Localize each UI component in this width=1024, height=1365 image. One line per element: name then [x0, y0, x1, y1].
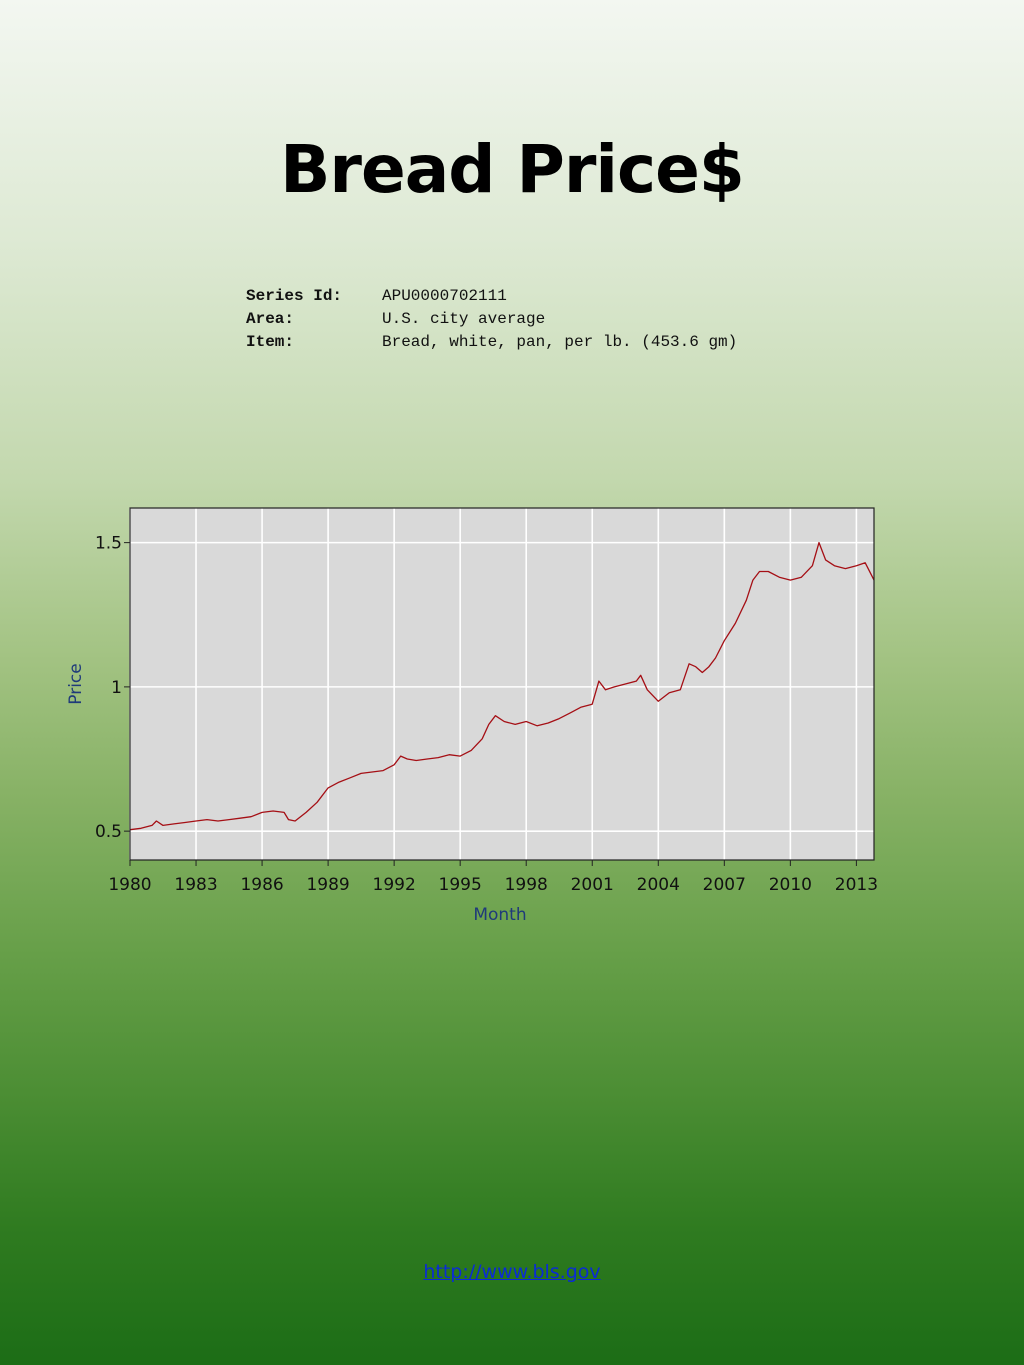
y-tick-label: 1.5: [95, 534, 122, 554]
plot-background: [130, 508, 874, 860]
price-series-line: [129, 541, 875, 831]
item-label: Item:: [246, 333, 295, 351]
y-axis-label: Price: [66, 663, 86, 704]
plot-frame: [129, 507, 875, 861]
item-row: Item: Bread, white, pan, per lb. (453.6 …: [246, 331, 737, 354]
price-chart: 1980 1983 1986 1989 1992 1995 1998 2001 2004 2007…: [55, 498, 885, 938]
grid-lines: [129, 508, 874, 860]
x-tick-label: 1998: [505, 875, 548, 895]
source-link[interactable]: http://www.bls.gov: [423, 1261, 601, 1283]
x-tick-label: 2001: [571, 875, 614, 895]
series-id-value: APU0000702111: [382, 287, 507, 305]
x-tick-label: 2010: [769, 875, 812, 895]
x-tick-label: 1995: [439, 875, 482, 895]
series-id-label: Series Id:: [246, 287, 343, 305]
page-title: Bread Price$: [280, 131, 745, 208]
source-link-container: http://www.bls.gov: [0, 1258, 1024, 1286]
area-label: Area:: [246, 310, 295, 328]
x-tick-label: 1983: [174, 875, 217, 895]
x-tick-label: 1986: [240, 875, 283, 895]
x-tick-label: 1992: [373, 875, 416, 895]
axis-ticks: 1980 1983 1986 1989 1992 1995 1998 2001 2004 2007…: [95, 534, 878, 895]
x-tick-label: 2007: [703, 875, 746, 895]
x-tick-label: 1989: [306, 875, 349, 895]
chart-svg: 1980 1983 1986 1989 1992 1995 1998 2001 2004 2007…: [66, 507, 878, 925]
series-info: Series Id: APU0000702111 Area: U.S. city…: [246, 285, 737, 354]
y-tick-label: 0.5: [95, 822, 122, 842]
x-axis-label: Month: [473, 905, 526, 925]
item-value: Bread, white, pan, per lb. (453.6 gm): [382, 333, 738, 351]
x-tick-label: 2013: [835, 875, 878, 895]
area-row: Area: U.S. city average: [246, 308, 737, 331]
area-value: U.S. city average: [382, 310, 546, 328]
x-tick-label: 2004: [637, 875, 680, 895]
series-id-row: Series Id: APU0000702111: [246, 285, 737, 308]
y-tick-label: 1: [111, 678, 122, 698]
x-tick-label: 1980: [108, 875, 151, 895]
